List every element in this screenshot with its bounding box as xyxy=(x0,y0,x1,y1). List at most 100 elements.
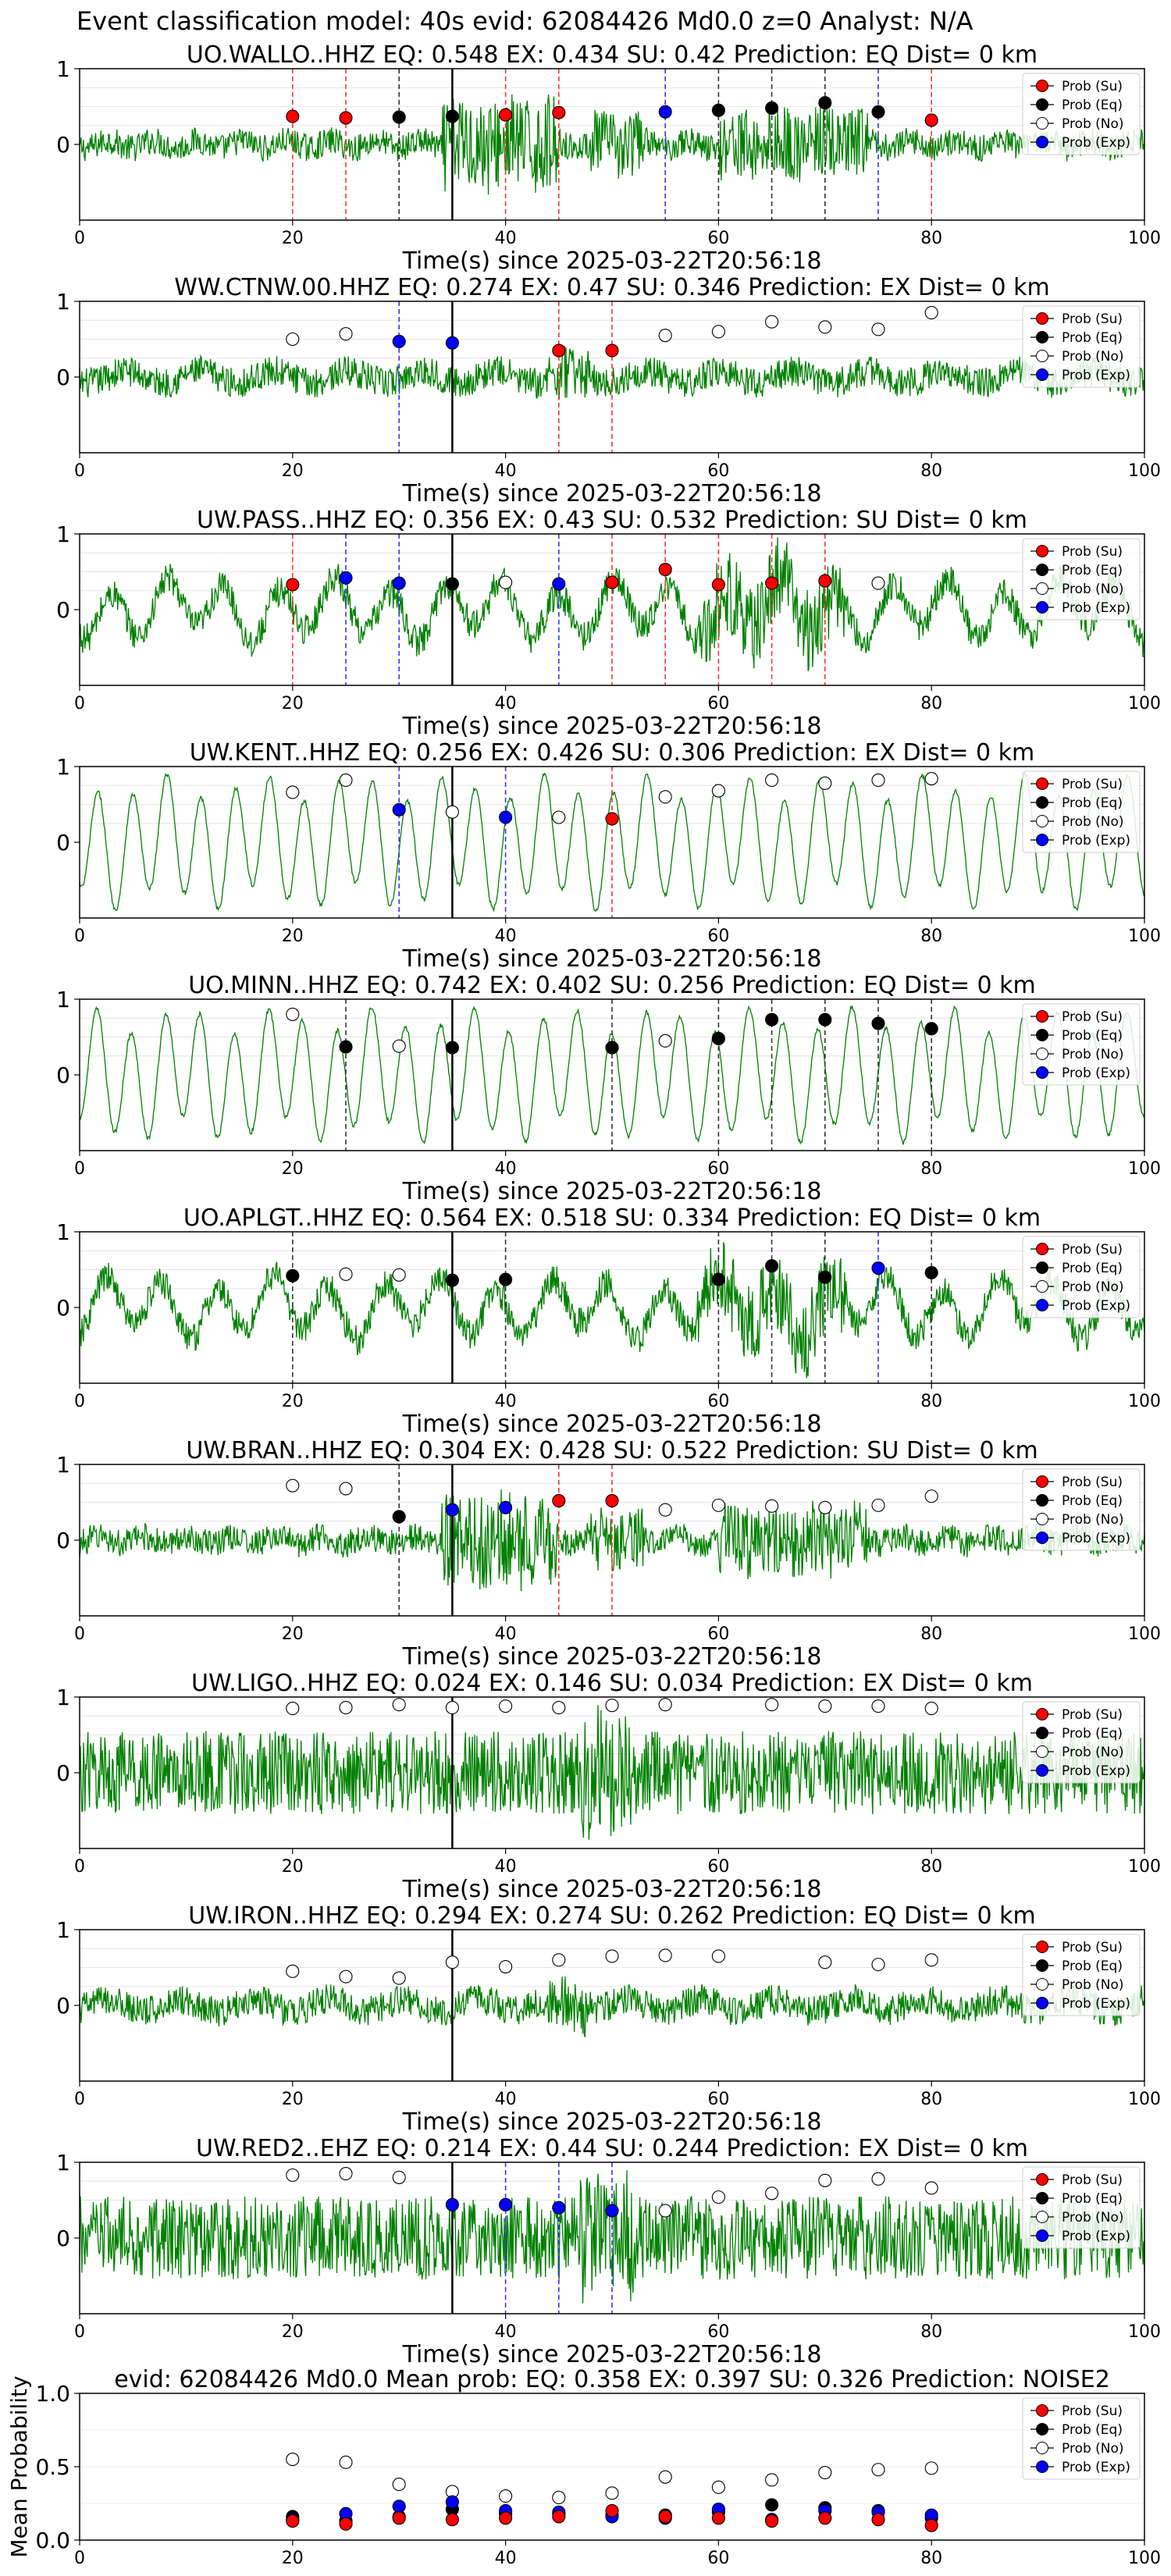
legend-marker xyxy=(1036,2404,1048,2417)
legend-label: Prob (Eq) xyxy=(1062,1959,1123,1974)
prob-point-no xyxy=(871,576,885,590)
prob-point-su xyxy=(499,108,513,122)
y-tick-label: 0.0 xyxy=(35,2528,70,2553)
prob-point-no xyxy=(392,1268,406,1282)
y-tick-label: 0 xyxy=(56,597,70,623)
prob-point-no xyxy=(499,1959,513,1974)
prob-point-exp xyxy=(499,2197,513,2211)
x-tick-label: 40 xyxy=(495,461,517,481)
x-tick-label: 20 xyxy=(282,694,304,713)
legend: Prob (Su) Prob (Eq) Prob (No) Prob (Exp) xyxy=(1022,2166,1141,2249)
prob-point-eq xyxy=(711,103,725,117)
prob-point-exp xyxy=(658,105,672,119)
prob-point-no xyxy=(765,2186,779,2201)
x-tick-label: 100 xyxy=(1128,2549,1161,2568)
x-tick-label: 80 xyxy=(920,2322,942,2342)
panel-title: UO.MINN..HHZ EQ: 0.742 EX: 0.402 SU: 0.2… xyxy=(188,972,1036,999)
x-tick-label: 40 xyxy=(495,694,517,713)
legend-marker xyxy=(1036,1494,1048,1507)
mean-point-no xyxy=(658,2470,672,2484)
x-tick-label: 20 xyxy=(282,1624,304,1644)
x-tick-label: 0 xyxy=(74,2322,85,2342)
x-tick-label: 60 xyxy=(707,927,729,946)
legend-label: Prob (No) xyxy=(1062,814,1124,830)
mean-point-no xyxy=(499,2489,513,2503)
prob-point-exp xyxy=(392,802,406,817)
prob-point-no xyxy=(658,2204,672,2218)
prob-point-no xyxy=(552,1701,566,1715)
legend-marker xyxy=(1036,2211,1048,2223)
legend-marker xyxy=(1036,1261,1048,1274)
prob-point-eq xyxy=(924,1265,938,1279)
station-panel-uo-minn--hhz: 0 20 40 60 80 100 1 0 Time(s) since 2025-03-22T2… xyxy=(56,972,1161,1205)
legend-label: Prob (Eq) xyxy=(1062,2191,1123,2207)
x-axis-label: Time(s) since 2025-03-22T20:56:18 xyxy=(402,1876,822,1903)
prob-point-no xyxy=(818,1699,832,1713)
legend-marker xyxy=(1036,136,1048,148)
legend-marker xyxy=(1036,1997,1048,2009)
prob-point-no xyxy=(605,1949,619,1963)
x-axis-label: Time(s) since 2025-03-22T20:56:18 xyxy=(402,1178,822,1205)
legend-label: Prob (Eq) xyxy=(1062,1261,1123,1276)
legend-label: Prob (Exp) xyxy=(1062,2229,1130,2244)
x-tick-label: 60 xyxy=(707,461,729,481)
legend: Prob (Su) Prob (Eq) Prob (No) Prob (Exp) xyxy=(1022,1468,1141,1551)
legend-label: Prob (Exp) xyxy=(1062,1996,1130,2012)
legend-label: Prob (Exp) xyxy=(1062,1066,1130,1081)
prob-point-su xyxy=(605,343,619,358)
x-tick-label: 0 xyxy=(74,1857,85,1877)
prob-point-no xyxy=(871,2172,885,2186)
legend-label: Prob (Su) xyxy=(1062,544,1123,560)
legend-marker xyxy=(1036,331,1048,343)
legend-label: Prob (No) xyxy=(1062,2210,1124,2226)
prob-point-no xyxy=(392,1698,406,1712)
mean-point-no xyxy=(392,2478,406,2492)
panel-title: UW.PASS..HHZ EQ: 0.356 EX: 0.43 SU: 0.53… xyxy=(197,507,1027,534)
y-tick-label: 1 xyxy=(56,2150,70,2176)
legend-label: Prob (Eq) xyxy=(1062,98,1123,113)
y-tick-label: 1 xyxy=(56,1917,70,1943)
legend-marker xyxy=(1036,2192,1048,2204)
legend-label: Prob (Exp) xyxy=(1062,1763,1130,1779)
prob-point-no xyxy=(339,2167,353,2181)
prob-point-eq xyxy=(392,110,406,124)
x-tick-label: 20 xyxy=(282,927,304,946)
legend: Prob (Su) Prob (Eq) Prob (No) Prob (Exp) xyxy=(1022,538,1141,621)
y-tick-label: 1 xyxy=(56,289,70,315)
legend-marker xyxy=(1036,1532,1048,1544)
station-panel-uo-aplgt--hhz: 0 20 40 60 80 100 1 0 Time(s) since 2025-03-22T2… xyxy=(56,1204,1161,1438)
y-tick-label: 1.0 xyxy=(35,2381,70,2407)
prob-point-exp xyxy=(445,2197,459,2211)
x-tick-label: 40 xyxy=(495,1857,517,1877)
waveform-trace xyxy=(79,1976,1145,2037)
prob-point-exp xyxy=(339,571,353,585)
x-tick-label: 0 xyxy=(74,461,85,481)
legend-label: Prob (Exp) xyxy=(1062,600,1130,616)
x-tick-label: 60 xyxy=(707,1857,729,1877)
prob-point-no xyxy=(818,1955,832,1969)
x-tick-label: 20 xyxy=(282,229,304,248)
legend-marker xyxy=(1036,350,1048,362)
prob-point-eq xyxy=(924,1022,938,1036)
mean-point-su xyxy=(445,2513,459,2527)
legend-frame xyxy=(1022,2397,1141,2480)
legend: Prob (Su) Prob (Eq) Prob (No) Prob (Exp) xyxy=(1022,1003,1141,1086)
x-tick-label: 0 xyxy=(74,927,85,946)
prob-point-exp xyxy=(392,334,406,348)
legend-marker xyxy=(1036,98,1048,111)
legend-marker xyxy=(1036,601,1048,614)
prob-point-no xyxy=(552,1953,566,1967)
prob-point-exp xyxy=(605,2204,619,2218)
legend-marker xyxy=(1036,1299,1048,1311)
x-axis-label: Time(s) since 2025-03-22T20:56:18 xyxy=(402,1411,822,1438)
prob-point-no xyxy=(765,1499,779,1513)
x-tick-label: 20 xyxy=(282,2549,304,2568)
y-tick-label: 0.5 xyxy=(35,2454,70,2480)
legend-marker xyxy=(1036,545,1048,557)
prob-point-no xyxy=(339,1267,353,1281)
panel-title: UW.RED2..EHZ EQ: 0.214 EX: 0.44 SU: 0.24… xyxy=(196,2135,1028,2162)
prob-point-su xyxy=(605,812,619,826)
x-tick-label: 0 xyxy=(74,1624,85,1644)
prob-point-no xyxy=(871,773,885,788)
legend-marker xyxy=(1036,2229,1048,2242)
